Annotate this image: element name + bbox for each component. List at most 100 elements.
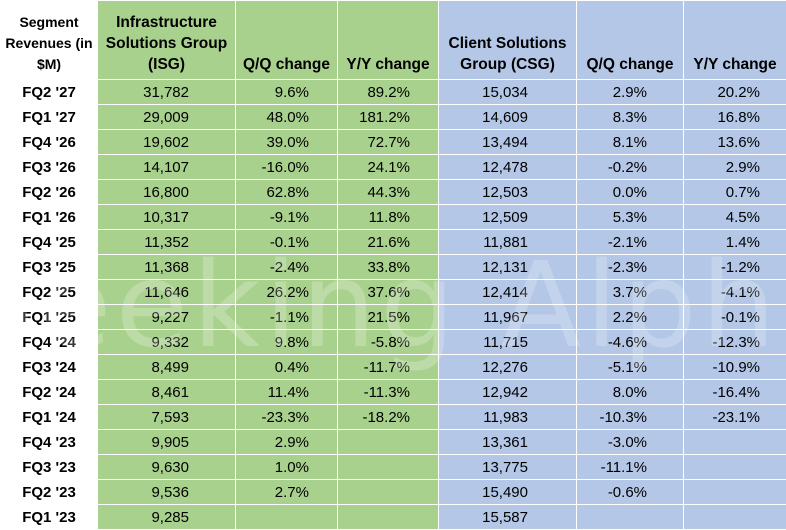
isg-qq-change: 9.6% bbox=[236, 80, 338, 105]
isg-qq-change: 0.4% bbox=[236, 355, 338, 380]
isg-revenue: 9,536 bbox=[98, 480, 236, 505]
isg-qq-change: 48.0% bbox=[236, 105, 338, 130]
csg-yy-change: 16.8% bbox=[684, 105, 786, 130]
isg-revenue: 29,009 bbox=[98, 105, 236, 130]
isg-revenue: 9,285 bbox=[98, 505, 236, 530]
csg-yy-change bbox=[684, 480, 786, 505]
quarter-label: FQ4 '23 bbox=[1, 430, 98, 455]
isg-yy-change: 181.2% bbox=[338, 105, 439, 130]
quarter-label: FQ3 '24 bbox=[1, 355, 98, 380]
header-isg: Infrastructure Solutions Group (ISG) bbox=[98, 1, 236, 80]
csg-qq-change: -5.1% bbox=[577, 355, 684, 380]
isg-qq-change: 11.4% bbox=[236, 380, 338, 405]
isg-qq-change: 1.0% bbox=[236, 455, 338, 480]
csg-revenue: 15,587 bbox=[439, 505, 577, 530]
csg-qq-change: 3.7% bbox=[577, 280, 684, 305]
csg-yy-change: -10.9% bbox=[684, 355, 786, 380]
header-csg-qq: Q/Q change bbox=[577, 1, 684, 80]
csg-qq-change: -0.6% bbox=[577, 480, 684, 505]
csg-revenue: 13,361 bbox=[439, 430, 577, 455]
csg-yy-change: 4.5% bbox=[684, 205, 786, 230]
isg-yy-change: 21.6% bbox=[338, 230, 439, 255]
quarter-label: FQ1 '27 bbox=[1, 105, 98, 130]
quarter-label: FQ3 '23 bbox=[1, 455, 98, 480]
header-csg: Client Solutions Group (CSG) bbox=[439, 1, 577, 80]
isg-revenue: 8,461 bbox=[98, 380, 236, 405]
isg-qq-change: -2.4% bbox=[236, 255, 338, 280]
csg-yy-change: -16.4% bbox=[684, 380, 786, 405]
csg-revenue: 12,414 bbox=[439, 280, 577, 305]
csg-qq-change: -2.1% bbox=[577, 230, 684, 255]
csg-qq-change: 8.3% bbox=[577, 105, 684, 130]
isg-revenue: 11,646 bbox=[98, 280, 236, 305]
isg-qq-change: 2.9% bbox=[236, 430, 338, 455]
isg-qq-change: -23.3% bbox=[236, 405, 338, 430]
isg-yy-change: 11.8% bbox=[338, 205, 439, 230]
isg-qq-change: -16.0% bbox=[236, 155, 338, 180]
csg-revenue: 12,503 bbox=[439, 180, 577, 205]
csg-yy-change: 0.7% bbox=[684, 180, 786, 205]
csg-revenue: 11,715 bbox=[439, 330, 577, 355]
isg-yy-change bbox=[338, 430, 439, 455]
isg-yy-change: 33.8% bbox=[338, 255, 439, 280]
csg-yy-change: -0.1% bbox=[684, 305, 786, 330]
csg-revenue: 11,983 bbox=[439, 405, 577, 430]
header-csg-yy: Y/Y change bbox=[684, 1, 786, 80]
isg-qq-change: -9.1% bbox=[236, 205, 338, 230]
csg-qq-change: 0.0% bbox=[577, 180, 684, 205]
csg-yy-change bbox=[684, 430, 786, 455]
csg-yy-change: -4.1% bbox=[684, 280, 786, 305]
isg-revenue: 10,317 bbox=[98, 205, 236, 230]
isg-yy-change: 21.5% bbox=[338, 305, 439, 330]
isg-revenue: 16,800 bbox=[98, 180, 236, 205]
isg-revenue: 9,332 bbox=[98, 330, 236, 355]
quarter-label: FQ4 '26 bbox=[1, 130, 98, 155]
quarter-label: FQ2 '26 bbox=[1, 180, 98, 205]
header-isg-qq: Q/Q change bbox=[236, 1, 338, 80]
quarter-label: FQ2 '27 bbox=[1, 80, 98, 105]
isg-revenue: 31,782 bbox=[98, 80, 236, 105]
isg-revenue: 11,352 bbox=[98, 230, 236, 255]
csg-revenue: 13,494 bbox=[439, 130, 577, 155]
csg-yy-change: 2.9% bbox=[684, 155, 786, 180]
isg-qq-change: 2.7% bbox=[236, 480, 338, 505]
quarter-label: FQ1 '25 bbox=[1, 305, 98, 330]
csg-qq-change: 8.1% bbox=[577, 130, 684, 155]
csg-yy-change bbox=[684, 505, 786, 530]
header-isg-yy: Y/Y change bbox=[338, 1, 439, 80]
csg-yy-change bbox=[684, 455, 786, 480]
header-segment: Segment Revenues (in $M) bbox=[1, 1, 98, 80]
csg-qq-change: -4.6% bbox=[577, 330, 684, 355]
csg-yy-change: -1.2% bbox=[684, 255, 786, 280]
quarter-label: FQ1 '24 bbox=[1, 405, 98, 430]
isg-revenue: 14,107 bbox=[98, 155, 236, 180]
isg-revenue: 9,905 bbox=[98, 430, 236, 455]
csg-revenue: 15,034 bbox=[439, 80, 577, 105]
csg-revenue: 13,775 bbox=[439, 455, 577, 480]
csg-qq-change: 2.2% bbox=[577, 305, 684, 330]
quarter-label: FQ2 '24 bbox=[1, 380, 98, 405]
isg-qq-change: -0.1% bbox=[236, 230, 338, 255]
isg-yy-change bbox=[338, 480, 439, 505]
isg-revenue: 9,630 bbox=[98, 455, 236, 480]
csg-qq-change: -11.1% bbox=[577, 455, 684, 480]
csg-revenue: 15,490 bbox=[439, 480, 577, 505]
isg-revenue: 9,227 bbox=[98, 305, 236, 330]
isg-yy-change: 72.7% bbox=[338, 130, 439, 155]
isg-qq-change: 9.8% bbox=[236, 330, 338, 355]
isg-qq-change: -1.1% bbox=[236, 305, 338, 330]
isg-yy-change: -11.3% bbox=[338, 380, 439, 405]
csg-yy-change: -23.1% bbox=[684, 405, 786, 430]
quarter-label: FQ3 '26 bbox=[1, 155, 98, 180]
csg-revenue: 12,478 bbox=[439, 155, 577, 180]
